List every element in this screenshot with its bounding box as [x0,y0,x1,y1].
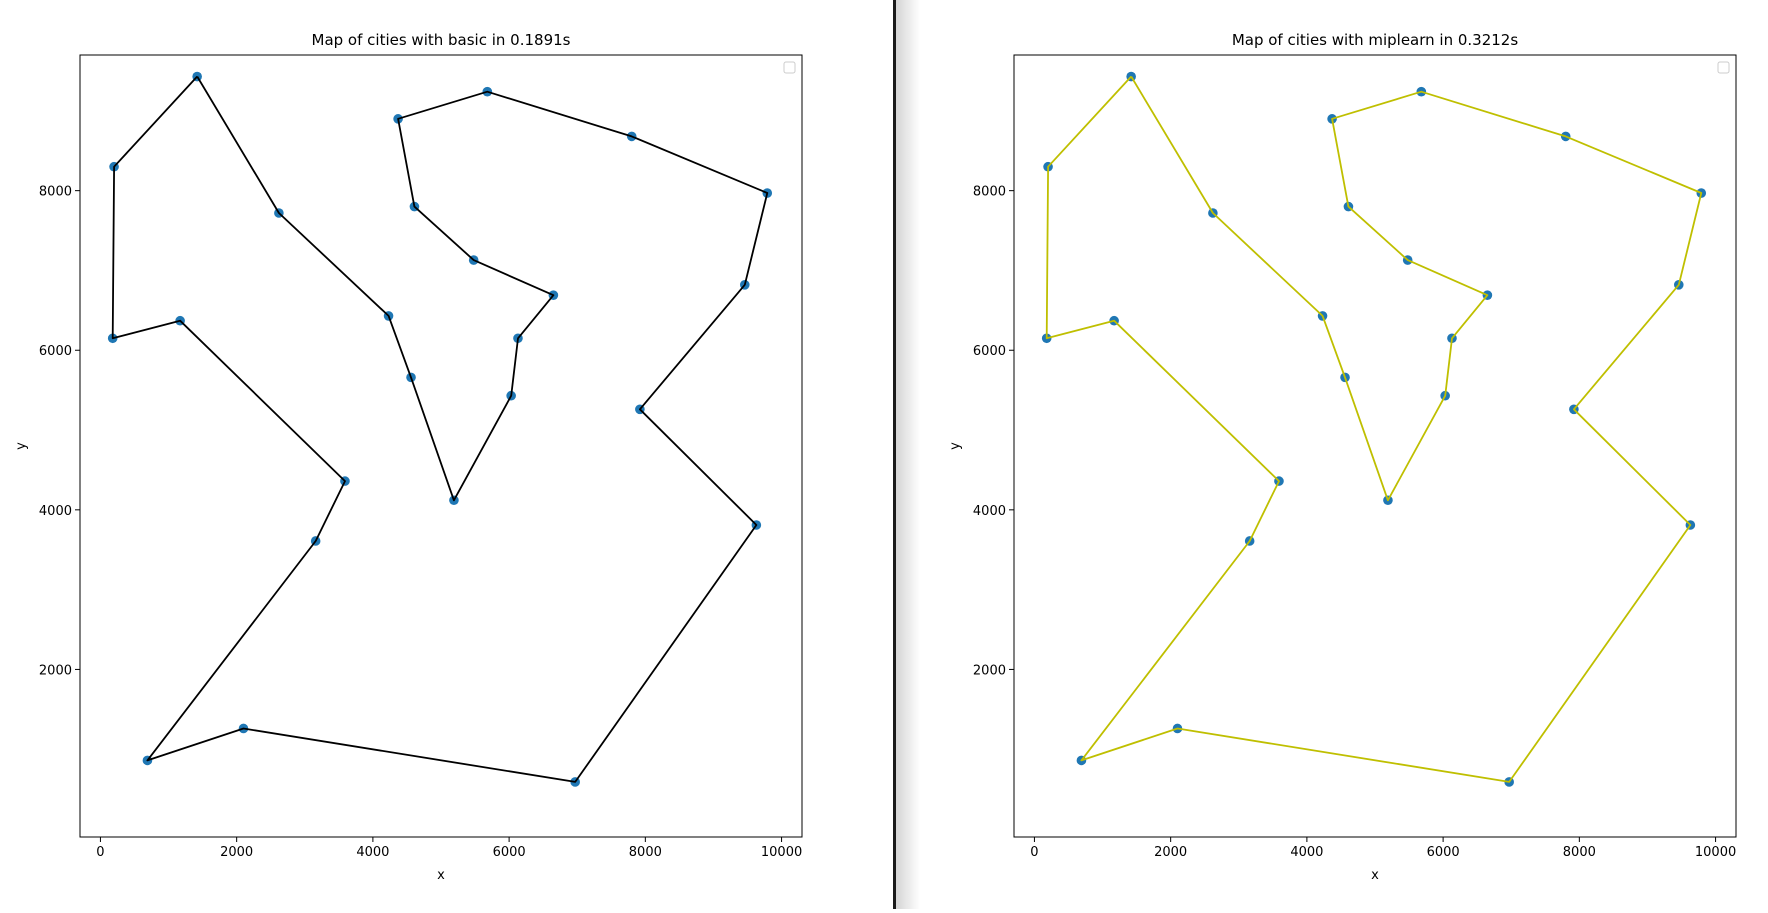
y-tick-label: 2000 [39,663,72,678]
y-tick-label: 6000 [39,344,72,359]
plot-area [79,54,803,838]
x-tick-label: 2000 [220,845,253,860]
x-tick-label: 0 [1030,845,1038,860]
plot-area [1013,54,1737,838]
chart-title: Map of cities with miplearn in 0.3212s [1232,31,1519,49]
x-tick-label: 6000 [493,845,526,860]
x-tick-label: 8000 [1563,845,1596,860]
y-tick-label: 4000 [39,504,72,519]
x-tick-label: 4000 [1290,845,1323,860]
figure-panel-miplearn: Map of cities with miplearn in 0.3212s 0 2… [896,0,1768,909]
window-divider-shadow [894,0,920,909]
y-tick-label: 8000 [39,185,72,200]
x-tick-label: 6000 [1427,845,1460,860]
y-tick-label: 2000 [973,663,1006,678]
tour-route-line [111,75,769,783]
chart-title: Map of cities with basic in 0.1891s [312,31,571,49]
figure-panel-basic: Map of cities with basic in 0.1891s 0 2000… [14,31,803,883]
y-tick-label: 8000 [973,185,1006,200]
legend-box [783,61,796,74]
x-tick-label: 10000 [761,845,802,860]
chart-miplearn: Map of cities with miplearn in 0.3212s 0 2… [948,31,1737,883]
window-divider[interactable] [893,0,896,909]
x-tick-label: 8000 [629,845,662,860]
x-tick-label: 10000 [1695,845,1736,860]
y-tick-label: 6000 [973,344,1006,359]
y-tick-label: 4000 [973,504,1006,519]
y-axis-label: y [948,442,963,450]
chart-basic: Map of cities with basic in 0.1891s 0 2000… [14,31,803,883]
tour-route-line [1045,75,1703,783]
x-tick-label: 0 [96,845,104,860]
x-axis-label: x [437,868,445,883]
x-tick-label: 2000 [1154,845,1187,860]
x-tick-label: 4000 [356,845,389,860]
x-axis-label: x [1371,868,1379,883]
y-axis-label: y [14,442,29,450]
legend-box [1717,61,1730,74]
